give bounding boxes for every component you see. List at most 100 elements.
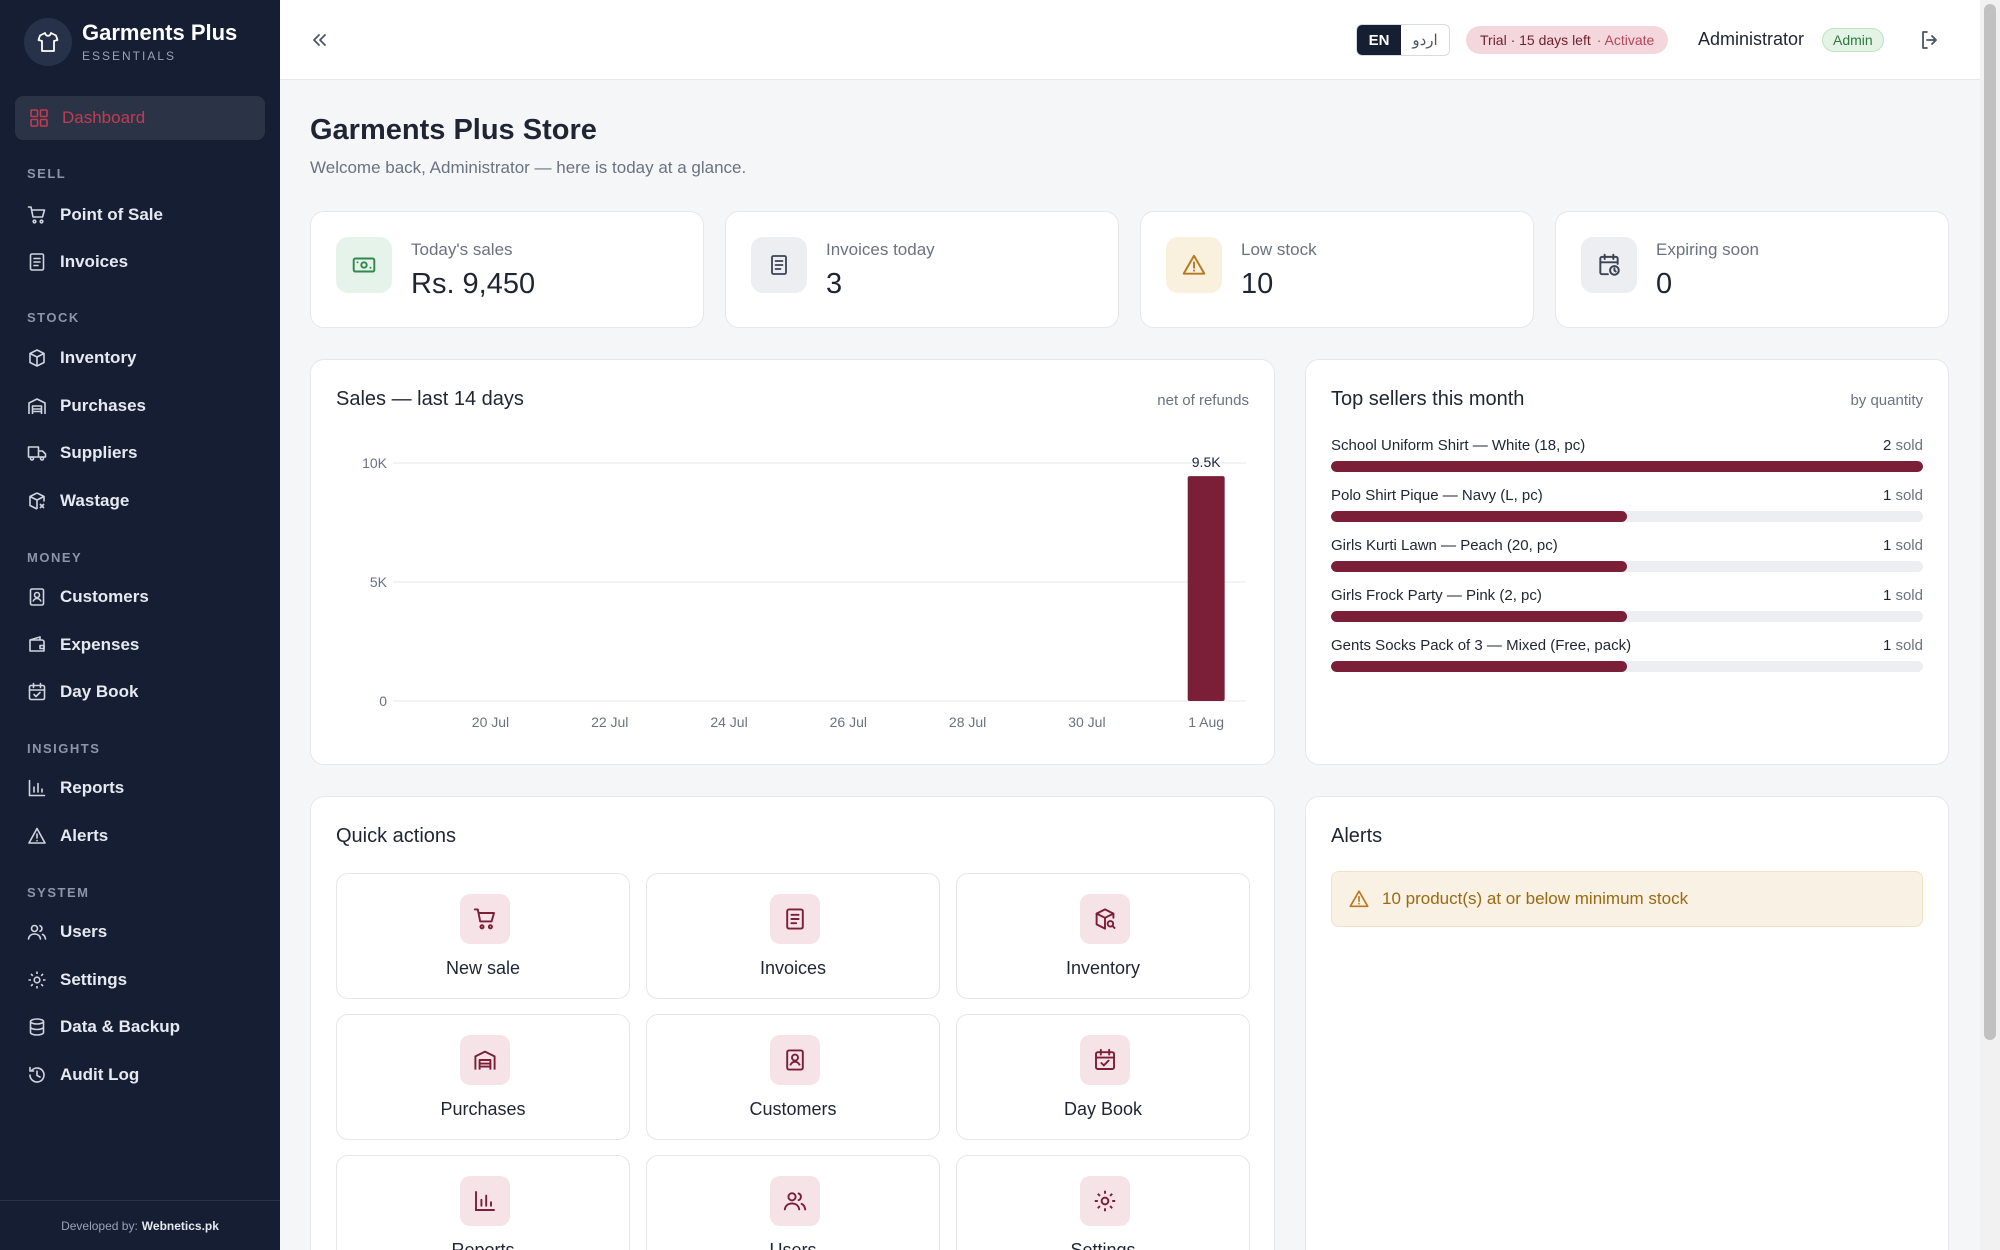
list-item: Gents Socks Pack of 3 — Mixed (Free, pac… xyxy=(1331,637,1923,672)
seller-progress-fill xyxy=(1331,511,1627,522)
nav-section-money: MONEY xyxy=(27,550,83,565)
quick-action-new-sale[interactable]: New sale xyxy=(336,873,630,999)
top-sellers-card: Top sellers this month by quantity Schoo… xyxy=(1305,359,1949,765)
list-item: Girls Frock Party — Pink (2, pc) 1 sold xyxy=(1331,587,1923,622)
seller-progress-track xyxy=(1331,461,1923,472)
sidebar-item-expenses[interactable]: Expenses xyxy=(27,630,139,660)
alert-low-stock[interactable]: 10 product(s) at or below minimum stock xyxy=(1331,871,1923,927)
sidebar-item-wastage[interactable]: Wastage xyxy=(27,486,129,516)
lang-urdu-button[interactable]: اردو xyxy=(1401,25,1449,55)
quick-action-label: New sale xyxy=(445,958,521,978)
sidebar-item-data-backup[interactable]: Data & Backup xyxy=(27,1012,180,1042)
seller-progress-track xyxy=(1331,511,1923,522)
quick-action-users[interactable]: Users xyxy=(646,1155,940,1250)
sidebar-item-dashboard[interactable]: Dashboard xyxy=(15,96,265,140)
sidebar-item-purchases[interactable]: Purchases xyxy=(27,391,146,421)
seller-qty: 1 sold xyxy=(1883,537,1923,554)
y-tick-label: 5K xyxy=(370,574,388,590)
warning-icon xyxy=(28,827,46,844)
sidebar-item-alerts[interactable]: Alerts xyxy=(27,821,108,851)
sidebar-item-settings[interactable]: Settings xyxy=(27,965,127,995)
sidebar-item-label: Alerts xyxy=(60,826,109,845)
stat-value: 10 xyxy=(1241,268,1274,300)
sidebar-item-suppliers[interactable]: Suppliers xyxy=(27,438,137,468)
warning-icon xyxy=(1166,237,1222,293)
sidebar-item-point-of-sale[interactable]: Point of Sale xyxy=(27,200,163,230)
nav-section-stock: STOCK xyxy=(27,310,80,325)
trial-text: Trial · 15 days left xyxy=(1480,32,1591,48)
bar-chart-icon xyxy=(460,1176,510,1226)
chart-title: Sales — last 14 days xyxy=(336,388,524,410)
sidebar-item-users[interactable]: Users xyxy=(27,917,107,947)
sidebar-item-label: Wastage xyxy=(60,491,130,510)
quick-action-label: Customers xyxy=(749,1099,837,1119)
brand-name: Garments Plus xyxy=(82,20,238,45)
x-tick-label: 26 Jul xyxy=(830,714,867,730)
package-icon xyxy=(29,349,45,367)
users-icon xyxy=(770,1176,820,1226)
trial-badge[interactable]: Trial · 15 days left · Activate xyxy=(1466,26,1669,54)
sidebar-item-label: Users xyxy=(60,922,108,941)
x-tick-label: 28 Jul xyxy=(949,714,986,730)
sidebar-item-reports[interactable]: Reports xyxy=(27,773,124,803)
sidebar-item-invoices[interactable]: Invoices xyxy=(27,247,128,277)
seller-progress-fill xyxy=(1331,461,1923,472)
sidebar-item-customers[interactable]: Customers xyxy=(27,582,149,612)
brand[interactable]: Garments Plus ESSENTIALS xyxy=(24,18,237,66)
seller-progress-fill xyxy=(1331,611,1627,622)
contact-icon xyxy=(770,1035,820,1085)
sales-bar-chart: 0 5K 10K 9.5K 20 Jul 22 Jul 24 Jul 26 Jul 28 Jul… xyxy=(362,454,1246,730)
cart-icon xyxy=(460,894,510,944)
quick-action-customers[interactable]: Customers xyxy=(646,1014,940,1140)
quick-action-label: Invoices xyxy=(759,958,827,978)
cart-icon xyxy=(27,206,46,224)
sidebar-item-label: Day Book xyxy=(60,682,139,701)
lang-en-button[interactable]: EN xyxy=(1357,25,1401,55)
seller-qty: 1 sold xyxy=(1883,587,1923,604)
calendar-check-icon xyxy=(28,682,46,701)
sidebar-item-label: Inventory xyxy=(60,348,137,367)
quick-action-inventory[interactable]: Inventory xyxy=(956,873,1250,999)
quick-action-invoices[interactable]: Invoices xyxy=(646,873,940,999)
quick-action-settings[interactable]: Settings xyxy=(956,1155,1250,1250)
activate-link[interactable]: · Activate xyxy=(1596,32,1655,48)
stat-card-todays-sales: Today's sales Rs. 9,450 xyxy=(310,211,704,328)
sold-label: sold xyxy=(1895,587,1923,604)
sidebar-item-label: Purchases xyxy=(60,396,146,415)
sidebar-item-day-book[interactable]: Day Book xyxy=(27,677,138,707)
chart-hint: net of refunds xyxy=(1157,392,1249,409)
alerts-card: Alerts 10 product(s) at or below minimum… xyxy=(1305,796,1949,1250)
stat-value: 3 xyxy=(826,268,843,300)
seller-qty-value: 1 xyxy=(1882,487,1892,504)
sold-label: sold xyxy=(1895,637,1923,654)
list-item: Girls Kurti Lawn — Peach (20, pc) 1 sold xyxy=(1331,537,1923,572)
sold-label: sold xyxy=(1895,487,1923,504)
sold-label: sold xyxy=(1895,437,1923,454)
x-tick-label: 20 Jul xyxy=(472,714,509,730)
scrollbar-thumb[interactable] xyxy=(1984,4,1996,1040)
nav-section-insights: INSIGHTS xyxy=(27,741,101,756)
x-tick-label: 24 Jul xyxy=(710,714,747,730)
seller-progress-track xyxy=(1331,561,1923,572)
sidebar-item-inventory[interactable]: Inventory xyxy=(27,343,137,373)
logout-icon[interactable] xyxy=(1918,28,1942,52)
quick-action-day-book[interactable]: Day Book xyxy=(956,1014,1250,1140)
seller-progress-fill xyxy=(1331,561,1627,572)
quick-action-label: Day Book xyxy=(1063,1099,1143,1119)
quick-action-purchases[interactable]: Purchases xyxy=(336,1014,630,1140)
brand-subtitle: ESSENTIALS xyxy=(82,49,177,63)
role-badge: Admin xyxy=(1822,28,1884,52)
top-sellers-title: Top sellers this month xyxy=(1331,388,1525,410)
chevrons-left-icon[interactable] xyxy=(308,28,332,52)
sidebar-item-audit-log[interactable]: Audit Log xyxy=(27,1060,139,1090)
quick-actions-title: Quick actions xyxy=(336,825,457,847)
sidebar-item-label: Suppliers xyxy=(60,443,138,462)
sidebar-item-label: Settings xyxy=(60,970,128,989)
seller-progress-track xyxy=(1331,611,1923,622)
seller-progress-track xyxy=(1331,661,1923,672)
stat-card-expiring-soon: Expiring soon 0 xyxy=(1555,211,1949,328)
stat-label: Expiring soon xyxy=(1656,240,1760,259)
footer-company-link[interactable]: Webnetics.pk xyxy=(141,1218,219,1233)
quick-action-reports[interactable]: Reports xyxy=(336,1155,630,1250)
warning-icon xyxy=(1349,890,1369,908)
